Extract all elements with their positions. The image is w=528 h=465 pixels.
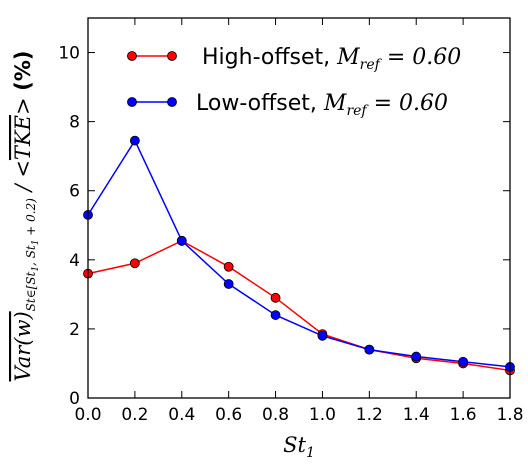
y-tick-label: 8 bbox=[69, 113, 80, 133]
data-point bbox=[176, 235, 187, 246]
x-tick-label: 0.6 bbox=[215, 405, 242, 425]
y-tick-label: 4 bbox=[69, 251, 80, 271]
legend-marker bbox=[167, 97, 177, 107]
x-tick-label: 0.4 bbox=[168, 405, 195, 425]
series-layer bbox=[83, 135, 515, 376]
x-tick-label: 0.2 bbox=[121, 405, 148, 425]
legend-label: High-offset, Mref = 0.60 bbox=[202, 45, 461, 73]
legend-marker bbox=[167, 51, 177, 61]
legend-label: Low-offset, Mref = 0.60 bbox=[196, 91, 448, 119]
x-tick-label: 1.8 bbox=[496, 405, 523, 425]
legend: High-offset, Mref = 0.60 Low-offset, Mref… bbox=[127, 45, 461, 119]
data-point bbox=[270, 310, 281, 320]
data-point bbox=[364, 344, 375, 355]
legend-marker bbox=[127, 97, 137, 107]
data-point bbox=[458, 356, 469, 367]
series-line-1 bbox=[87, 139, 511, 368]
series-0 bbox=[83, 235, 515, 376]
legend-item-0: High-offset, Mref = 0.60 bbox=[127, 45, 461, 73]
x-tick-label: 1.4 bbox=[403, 405, 430, 425]
legend-item-1: Low-offset, Mref = 0.60 bbox=[127, 91, 448, 119]
x-axis-label: St1 bbox=[283, 433, 315, 461]
data-point bbox=[223, 279, 234, 289]
data-point bbox=[223, 261, 234, 272]
data-point bbox=[270, 292, 281, 303]
legend-marker bbox=[127, 51, 137, 61]
data-point bbox=[317, 330, 328, 341]
x-tick-label: 1.2 bbox=[356, 405, 383, 425]
y-tick-label: 10 bbox=[58, 44, 80, 64]
y-tick-label: 0 bbox=[69, 389, 80, 409]
y-tick-label: 6 bbox=[69, 182, 80, 202]
x-tick-label: 0.8 bbox=[262, 405, 289, 425]
x-tick-label: 1.0 bbox=[309, 405, 336, 425]
ticks-layer: 0.0 0.2 0.4 0.6 0.8 1.0 1.2 1.4 1.6 1.8 0 2 4 6 8 10 bbox=[58, 18, 524, 425]
plot-frame bbox=[87, 17, 511, 399]
y-tick-label: 2 bbox=[69, 320, 80, 340]
y-axis-label: Var(w)St∈[St1, St1 + 0.2) / <TKE> (%) bbox=[11, 50, 41, 381]
series-line-0 bbox=[87, 239, 511, 372]
x-tick-label: 0.0 bbox=[74, 405, 101, 425]
data-point bbox=[129, 135, 140, 146]
x-tick-label: 1.6 bbox=[450, 405, 477, 425]
svg-text:Var(w)St∈[St1, St1 + 0.2) / <T: Var(w)St∈[St1, St1 + 0.2) / <TKE> (%) bbox=[11, 50, 41, 381]
data-point bbox=[129, 258, 140, 269]
series-1 bbox=[83, 135, 515, 372]
data-point bbox=[411, 351, 422, 362]
